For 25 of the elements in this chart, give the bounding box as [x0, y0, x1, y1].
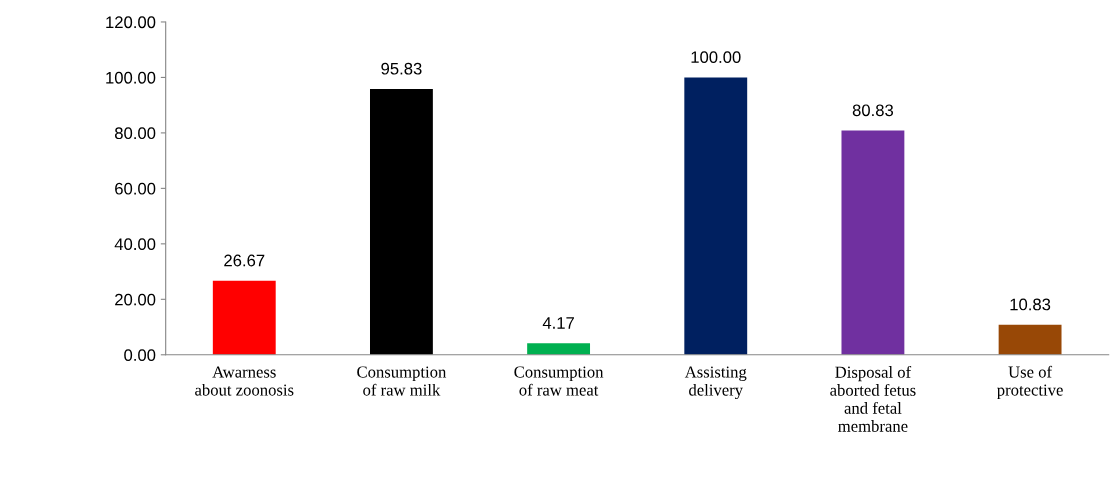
bar [998, 324, 1062, 355]
bar [527, 343, 591, 355]
bar [684, 77, 748, 355]
x-tick-label: Assisting delivery [684, 366, 747, 400]
y-tick-label: 120.00 [106, 16, 156, 29]
data-label: 80.83 [852, 104, 894, 117]
y-tick-label: 40.00 [114, 238, 156, 251]
y-tick-label: 100.00 [106, 71, 156, 84]
data-label: 100.00 [691, 51, 741, 64]
data-label: 10.83 [1010, 298, 1051, 311]
data-label: 26.67 [224, 254, 265, 267]
x-tick-label: Consumption of raw meat [514, 366, 604, 396]
bar [212, 280, 276, 355]
y-tick-label: 80.00 [114, 127, 156, 140]
y-tick-label: 60.00 [115, 182, 156, 195]
data-label: 4.17 [542, 317, 574, 329]
x-tick-label: Consumption of raw milk [357, 366, 447, 396]
y-tick-label: 20.00 [115, 293, 156, 306]
x-tick-label: Use of protective [997, 365, 1063, 400]
y-tick-label: 0.00 [124, 349, 156, 361]
x-tick-label: Awarness about zoonosis [195, 366, 294, 396]
x-tick-label: Disposal of aborted fetus and fetal membrane [830, 365, 916, 432]
bar [841, 130, 905, 355]
bar [370, 88, 433, 355]
data-label: 95.83 [381, 62, 422, 75]
